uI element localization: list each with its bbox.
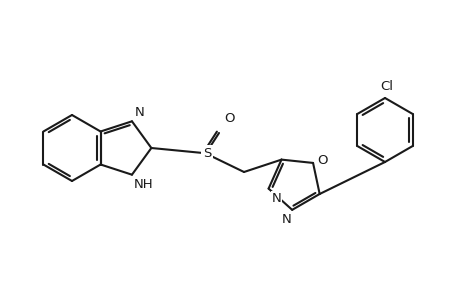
Text: N: N: [271, 192, 281, 205]
Text: O: O: [224, 112, 234, 125]
Text: Cl: Cl: [380, 80, 392, 93]
Text: N: N: [134, 106, 145, 119]
Text: O: O: [316, 154, 327, 167]
Text: NH: NH: [134, 178, 153, 191]
Text: S: S: [202, 146, 211, 160]
Text: N: N: [281, 213, 291, 226]
